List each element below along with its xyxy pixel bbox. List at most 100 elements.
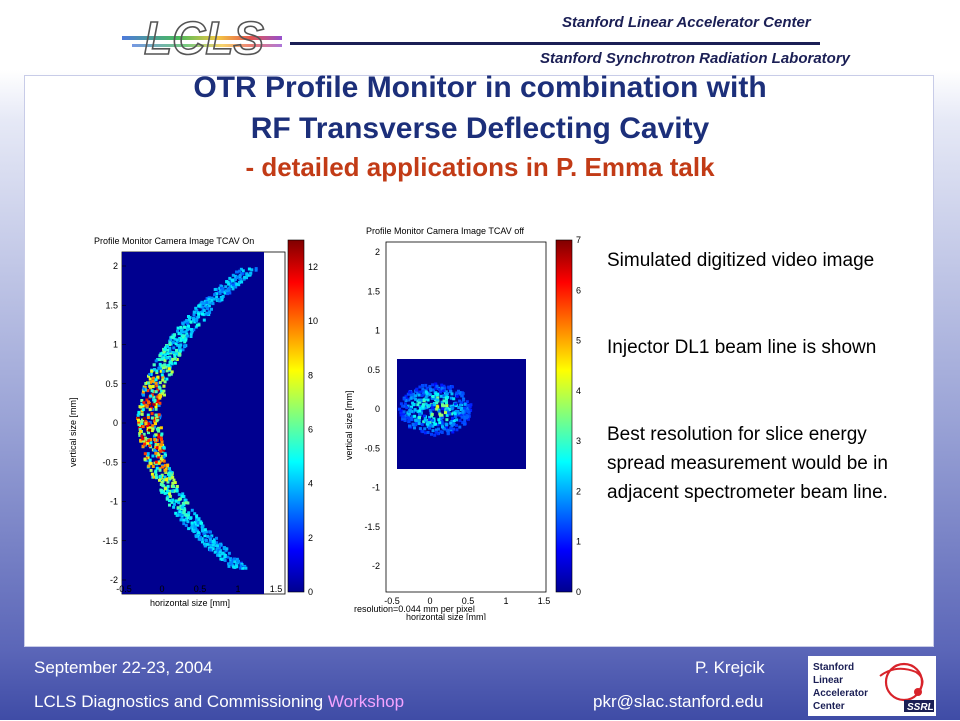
beam-speckle [166, 463, 170, 467]
beam-speckle [182, 503, 186, 507]
beam-speckle [197, 531, 201, 535]
beam-speckle [469, 409, 473, 412]
beam-speckle [158, 401, 162, 405]
beam-speckle [147, 439, 151, 443]
beam-speckle [413, 426, 416, 430]
beam-speckle [155, 476, 159, 480]
beam-speckle [148, 402, 152, 406]
beam-speckle [245, 272, 249, 276]
beam-speckle [409, 416, 413, 420]
plot-left-ylabel: vertical size [mm] [68, 397, 78, 467]
beam-speckle [141, 418, 144, 422]
beam-speckle [146, 389, 150, 393]
beam-speckle [182, 495, 186, 498]
beam-speckle [460, 401, 464, 405]
beam-speckle [218, 299, 222, 303]
beam-speckle [160, 373, 164, 377]
beam-speckle [402, 404, 406, 408]
beam-speckle [466, 404, 470, 407]
plot-right-y-tick-label: -1 [372, 483, 380, 493]
beam-speckle [430, 403, 434, 407]
beam-speckle [435, 407, 439, 411]
beam-speckle [150, 369, 154, 373]
beam-speckle [452, 427, 455, 431]
beam-speckle [140, 434, 144, 438]
beam-speckle [178, 497, 182, 501]
side-text-resolution: Best resolution for slice energy spread … [607, 424, 888, 503]
beam-speckle [420, 408, 424, 412]
beam-speckle [415, 387, 419, 391]
beam-speckle [154, 359, 158, 363]
beam-speckle [154, 390, 158, 394]
plot-right-y-tick-label: 2 [375, 247, 380, 257]
beam-speckle [164, 365, 168, 369]
beam-speckle [243, 275, 247, 279]
beam-speckle [445, 418, 449, 422]
beam-speckle [148, 444, 152, 447]
beam-speckle [231, 273, 235, 277]
beam-speckle [199, 521, 203, 525]
beam-speckle [171, 475, 175, 479]
plot-right-title: Profile Monitor Camera Image TCAV off [366, 226, 525, 236]
beam-speckle [454, 415, 458, 419]
beam-speckle [455, 391, 459, 395]
beam-speckle [173, 361, 177, 365]
beam-speckle [154, 433, 158, 437]
beam-speckle [444, 411, 447, 415]
beam-speckle [209, 536, 212, 540]
beam-speckle [162, 350, 166, 354]
beam-speckle [418, 390, 422, 394]
beam-speckle [417, 418, 421, 421]
beam-speckle [465, 400, 469, 404]
beam-speckle [168, 489, 172, 493]
beam-speckle [402, 412, 406, 416]
slide-title-line2: RF Transverse Deflecting Cavity [250, 112, 710, 145]
beam-speckle [158, 478, 161, 482]
beam-speckle [205, 305, 209, 309]
footer-email[interactable]: pkr@slac.stanford.edu [593, 692, 764, 711]
beam-speckle [466, 410, 470, 414]
beam-speckle [160, 473, 164, 477]
beam-speckle [146, 441, 150, 445]
beam-speckle [158, 381, 162, 385]
beam-speckle [181, 348, 185, 352]
beam-speckle [227, 562, 231, 566]
beam-speckle [181, 492, 185, 496]
beam-speckle [418, 427, 422, 431]
beam-speckle [176, 513, 180, 517]
beam-speckle [399, 411, 403, 415]
beam-speckle [155, 419, 159, 423]
beam-speckle [157, 455, 161, 459]
beam-speckle [458, 425, 462, 429]
slac-ssrl-logo: Stanford Linear Accelerator Center SSRL [808, 656, 936, 716]
beam-speckle [172, 478, 176, 482]
beam-speckle [148, 458, 152, 462]
beam-speckle [450, 412, 453, 416]
beam-speckle [172, 505, 176, 509]
beam-speckle [179, 325, 183, 329]
beam-speckle [148, 428, 152, 432]
beam-speckle [137, 420, 141, 424]
beam-speckle [445, 413, 449, 417]
plot-right-ylabel: vertical size [mm] [344, 390, 354, 460]
beam-speckle [155, 415, 159, 419]
beam-speckle [461, 421, 465, 425]
beam-speckle [227, 282, 231, 286]
beam-speckle [418, 385, 422, 389]
beam-speckle [453, 412, 457, 416]
beam-speckle [239, 564, 243, 568]
plot-left-y-tick-label: 0 [113, 418, 118, 428]
beam-speckle [431, 429, 435, 433]
beam-speckle [408, 409, 412, 413]
beam-speckle [173, 357, 177, 361]
beam-speckle [179, 338, 183, 341]
beam-speckle [433, 433, 437, 437]
beam-speckle [419, 398, 423, 402]
beam-speckle [139, 430, 143, 433]
beam-speckle [163, 463, 167, 467]
beam-speckle [238, 280, 241, 284]
beam-speckle [157, 433, 160, 437]
plot-right-colorbar-tick-label: 6 [576, 285, 581, 295]
beam-speckle [144, 421, 148, 425]
beam-speckle [223, 558, 227, 562]
